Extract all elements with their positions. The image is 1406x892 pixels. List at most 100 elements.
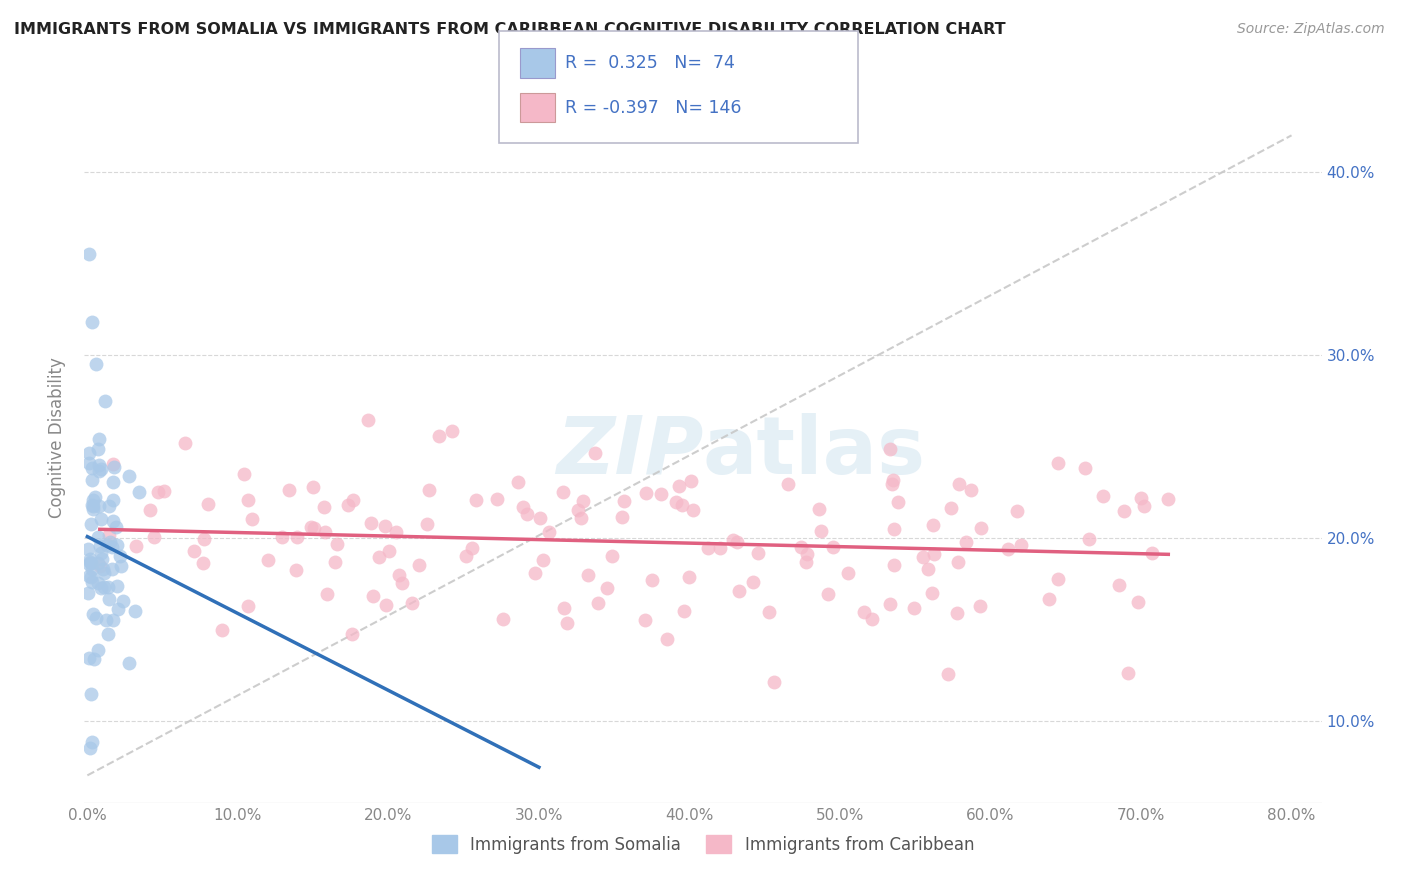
Point <box>747 546 769 560</box>
Point <box>79 570 101 584</box>
Text: R = -0.397   N= 146: R = -0.397 N= 146 <box>565 99 742 117</box>
Point <box>183 544 205 558</box>
Point <box>922 547 945 561</box>
Point <box>193 532 215 546</box>
Point <box>823 540 845 554</box>
Point <box>416 516 439 531</box>
Point <box>118 468 141 483</box>
Point <box>948 555 970 569</box>
Text: atlas: atlas <box>703 413 927 491</box>
Point <box>391 575 413 590</box>
Point <box>94 613 117 627</box>
Point <box>193 556 215 570</box>
Point <box>82 607 104 621</box>
Point <box>105 520 128 534</box>
Point <box>97 500 120 514</box>
Point <box>87 458 110 473</box>
Point <box>285 530 308 544</box>
Point <box>299 520 322 534</box>
Point <box>569 511 592 525</box>
Point <box>1007 504 1029 518</box>
Point <box>778 476 800 491</box>
Point <box>762 675 785 690</box>
Point <box>727 583 749 598</box>
Point <box>860 611 883 625</box>
Text: ZIP: ZIP <box>555 413 703 491</box>
Point <box>368 549 391 564</box>
Point <box>401 596 423 610</box>
Point <box>506 475 529 489</box>
Point <box>90 512 112 526</box>
Point <box>257 553 280 567</box>
Point <box>82 502 104 516</box>
Point <box>105 578 128 592</box>
Point <box>1157 492 1180 507</box>
Point <box>1140 546 1163 560</box>
Point <box>807 502 830 516</box>
Point <box>100 541 122 555</box>
Point <box>80 517 103 532</box>
Point <box>96 538 118 552</box>
Point <box>725 535 748 549</box>
Point <box>671 498 693 512</box>
Point <box>340 626 363 640</box>
Point <box>613 494 636 508</box>
Point <box>80 562 103 576</box>
Point <box>242 511 264 525</box>
Point <box>87 575 110 590</box>
Point <box>385 524 408 539</box>
Point <box>1046 572 1069 586</box>
Point <box>98 535 121 549</box>
Point <box>87 642 110 657</box>
Point <box>672 604 695 618</box>
Point <box>576 568 599 582</box>
Point <box>1114 504 1136 518</box>
Point <box>883 558 905 573</box>
Point <box>77 446 100 460</box>
Point <box>314 500 336 514</box>
Point <box>79 556 101 570</box>
Point <box>89 432 111 446</box>
Point <box>108 549 131 563</box>
Point <box>80 735 103 749</box>
Point <box>101 613 124 627</box>
Point <box>883 522 905 536</box>
Point <box>572 494 595 508</box>
Point <box>236 599 259 614</box>
Point <box>103 475 125 490</box>
Point <box>537 524 560 539</box>
Point <box>103 493 125 508</box>
Point <box>77 247 100 261</box>
Point <box>93 580 115 594</box>
Point <box>236 493 259 508</box>
Point <box>794 555 817 569</box>
Point <box>817 587 839 601</box>
Point <box>837 566 859 580</box>
Point <box>90 546 112 560</box>
Point <box>917 562 939 576</box>
Text: IMMIGRANTS FROM SOMALIA VS IMMIGRANTS FROM CARIBBEAN COGNITIVE DISABILITY CORREL: IMMIGRANTS FROM SOMALIA VS IMMIGRANTS FR… <box>14 22 1005 37</box>
Point <box>374 598 396 612</box>
Point <box>921 517 943 532</box>
Point <box>1129 491 1152 505</box>
Point <box>612 509 634 524</box>
Point <box>655 632 678 646</box>
Point <box>960 483 983 497</box>
Y-axis label: Cognitive Disability: Cognitive Disability <box>48 357 66 517</box>
Point <box>634 613 657 627</box>
Point <box>110 558 132 573</box>
Point <box>314 525 336 540</box>
Point <box>103 460 125 475</box>
Point <box>86 357 108 371</box>
Point <box>879 442 901 456</box>
Point <box>758 605 780 619</box>
Point <box>301 480 323 494</box>
Point <box>668 478 690 492</box>
Point <box>912 549 935 564</box>
Point <box>939 501 962 516</box>
Point <box>105 538 128 552</box>
Point <box>87 530 110 544</box>
Point <box>118 656 141 670</box>
Point <box>551 485 574 500</box>
Point <box>278 483 301 498</box>
